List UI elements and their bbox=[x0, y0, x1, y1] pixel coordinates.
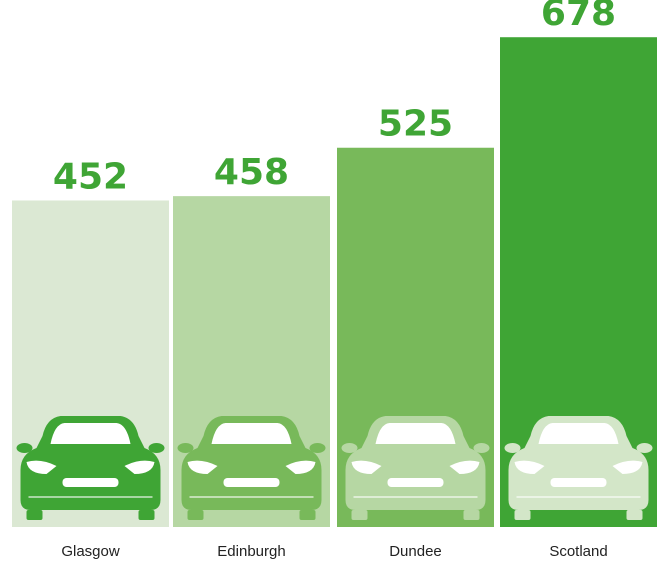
category-label-scotland: Scotland bbox=[549, 543, 607, 560]
car-icon bbox=[177, 416, 326, 520]
category-labels-group: Glasgow Edinburgh Dundee Scotland bbox=[61, 543, 607, 560]
value-labels-group: 452 458 525 678 bbox=[53, 0, 616, 197]
cars-group bbox=[16, 416, 653, 520]
value-label-dundee: 525 bbox=[378, 104, 453, 145]
car-icon bbox=[341, 416, 490, 520]
car-icon bbox=[504, 416, 653, 520]
category-label-edinburgh: Edinburgh bbox=[217, 543, 285, 560]
category-label-dundee: Dundee bbox=[389, 543, 442, 560]
value-label-scotland: 678 bbox=[541, 0, 616, 34]
value-label-edinburgh: 458 bbox=[214, 152, 289, 193]
category-label-glasgow: Glasgow bbox=[61, 543, 120, 560]
value-label-glasgow: 452 bbox=[53, 156, 128, 197]
car-icon bbox=[16, 416, 165, 520]
